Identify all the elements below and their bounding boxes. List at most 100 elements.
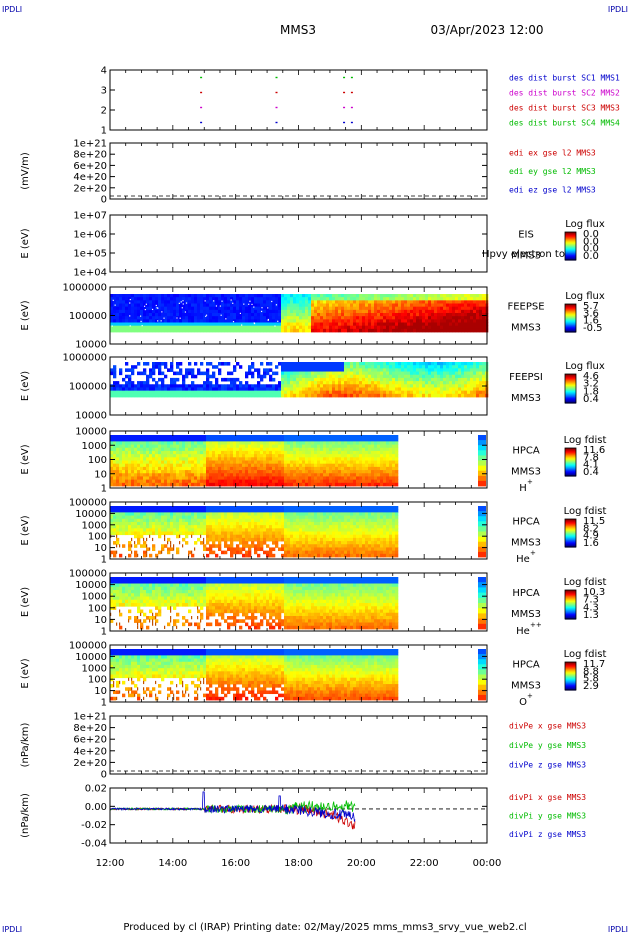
panel-hpca_h-cell	[233, 466, 237, 471]
panel-feepsi-cell	[344, 368, 348, 372]
panel-hpca_h-cell	[173, 447, 177, 452]
panel-hpca_h-cell	[329, 482, 333, 487]
panel-hpca_h-cell	[287, 441, 291, 445]
panel-hpca_h-cell	[478, 450, 486, 456]
panel-feepsi-cell	[188, 390, 192, 395]
panel-hpca_h-cell	[236, 438, 240, 442]
panel-hpca_h-cell	[248, 450, 252, 455]
panel-hpca_h-cell	[224, 444, 228, 449]
panel-hpca_h-cell	[368, 441, 372, 445]
panel-hpca_h-cell	[278, 447, 282, 452]
panel-feepsi-cell	[458, 384, 462, 388]
panel-feepsi-cell	[431, 371, 435, 376]
panel-hpca_h-ytick-label: 100	[88, 455, 107, 466]
panel-feepsi-colorbar-swatch	[565, 399, 576, 402]
panel-hpca_h-cell	[347, 470, 351, 474]
panel-feepse-cell	[344, 300, 348, 304]
panel-hpca_he-cell	[143, 509, 147, 513]
panel-feepse-cell	[476, 294, 480, 298]
panel-feepsi-cell	[476, 387, 480, 392]
panel-hpca_h-cell	[278, 473, 282, 477]
panel-hpca_h-cell	[374, 447, 378, 452]
panel-feepsi-cell	[206, 371, 210, 376]
panel-feepse-cell	[296, 294, 300, 298]
panel-feepse-cell	[401, 297, 405, 301]
panel-feepsi-cell	[425, 374, 429, 379]
panel-hpca_he-cell	[146, 544, 148, 548]
panel-hpca_h-cell	[386, 441, 390, 445]
panel-feepsi-cell	[284, 374, 288, 379]
panel-hpca_h-cell	[272, 454, 276, 458]
panel-feepse-cell	[422, 297, 426, 301]
panel-hpca_h-cell	[167, 441, 171, 445]
panel-feepsi-cell	[251, 374, 255, 379]
panel-feepsi-cell	[302, 371, 306, 376]
panel-hpca_h-cell	[332, 473, 336, 477]
panel-hpca_h-cell	[227, 438, 231, 442]
panel-feepse-cell	[413, 328, 417, 333]
panel-feepsi-cell	[296, 365, 300, 369]
panel-feepsi-colorbar-swatch	[565, 386, 576, 388]
panel-feepse-colorbar-swatch	[565, 316, 576, 319]
panel-feepsi-cell	[215, 365, 219, 369]
panel-feepsi-cell	[368, 368, 372, 372]
panel-feepsi-cell	[470, 371, 474, 376]
panel-hpca_h-cell	[185, 435, 189, 439]
panel-feepse-cell	[245, 300, 249, 304]
panel-feepse-cell	[269, 319, 273, 323]
panel-feepsi-cell	[212, 387, 216, 392]
panel-feepsi-colorbar-swatch	[565, 398, 576, 400]
panel-feepsi-cell	[122, 377, 126, 382]
panel-feepse-cell	[125, 316, 129, 320]
panel-feepse-cell	[290, 328, 294, 333]
panel-feepse-cell	[206, 297, 210, 301]
panel-feepsi-cell	[152, 362, 156, 366]
panel-hpca_h-cell	[308, 435, 312, 439]
panel-feepse-cell	[116, 316, 120, 320]
panel-hpca_h-cell	[308, 444, 312, 449]
panel-hpca_h-cell	[368, 482, 372, 487]
panel-feepsi-cell	[428, 362, 432, 366]
panel-feepsi-cell	[356, 371, 360, 376]
panel-feepse-cell	[239, 300, 243, 304]
panel-hpca_h-cell	[182, 460, 186, 465]
panel-feepse-cell	[257, 303, 261, 308]
panel-burst-burst-mark	[350, 106, 353, 109]
panel-feepse-cell	[323, 319, 327, 323]
panel-feepse-cell	[245, 313, 249, 317]
panel-hpca_h-cell	[245, 438, 249, 442]
panel-feepsi-cell	[218, 393, 222, 398]
panel-hpca_h-cell	[194, 435, 198, 439]
panel-feepse-cell	[443, 297, 447, 301]
panel-hpca_h-cell	[317, 460, 321, 465]
panel-hpca_h-cell	[311, 454, 315, 458]
panel-feepse-cell	[257, 328, 261, 333]
panel-feepsi-cell	[233, 387, 237, 392]
panel-feepse-cell	[167, 306, 171, 311]
panel-feepsi-cell	[299, 387, 303, 392]
panel-feepsi-cell	[410, 384, 414, 388]
panel-feepsi-cell	[458, 377, 462, 382]
panel-feepsi-cell	[203, 371, 207, 376]
panel-feepsi-cell	[176, 365, 180, 369]
panel-feepsi-cell	[200, 387, 204, 392]
panel-feepse-cell	[305, 319, 309, 323]
panel-feepse-cell	[317, 328, 321, 333]
panel-feepse-cell	[290, 322, 294, 327]
panel-hpca_h-cell	[176, 438, 180, 442]
panel-feepse-cell	[329, 294, 333, 298]
panel-feepsi-cell	[308, 390, 312, 395]
panel-feepsi-cell	[128, 381, 132, 385]
panel-feepse-cell	[293, 297, 297, 301]
panel-hpca_h-cell	[278, 479, 282, 484]
panel-feepse-cell	[416, 313, 420, 317]
panel-feepsi-cell	[176, 371, 180, 376]
panel-feepse-cell	[122, 297, 126, 301]
panel-feepse-cell	[317, 294, 321, 298]
panel-feepsi-cell	[254, 384, 258, 388]
panel-feepse-cell	[371, 322, 375, 327]
panel-feepse-cell	[143, 305, 146, 307]
panel-feepse-cell	[479, 294, 483, 298]
panel-hpca_h-cell	[362, 435, 366, 439]
panel-hpca_h-cell	[125, 457, 129, 461]
